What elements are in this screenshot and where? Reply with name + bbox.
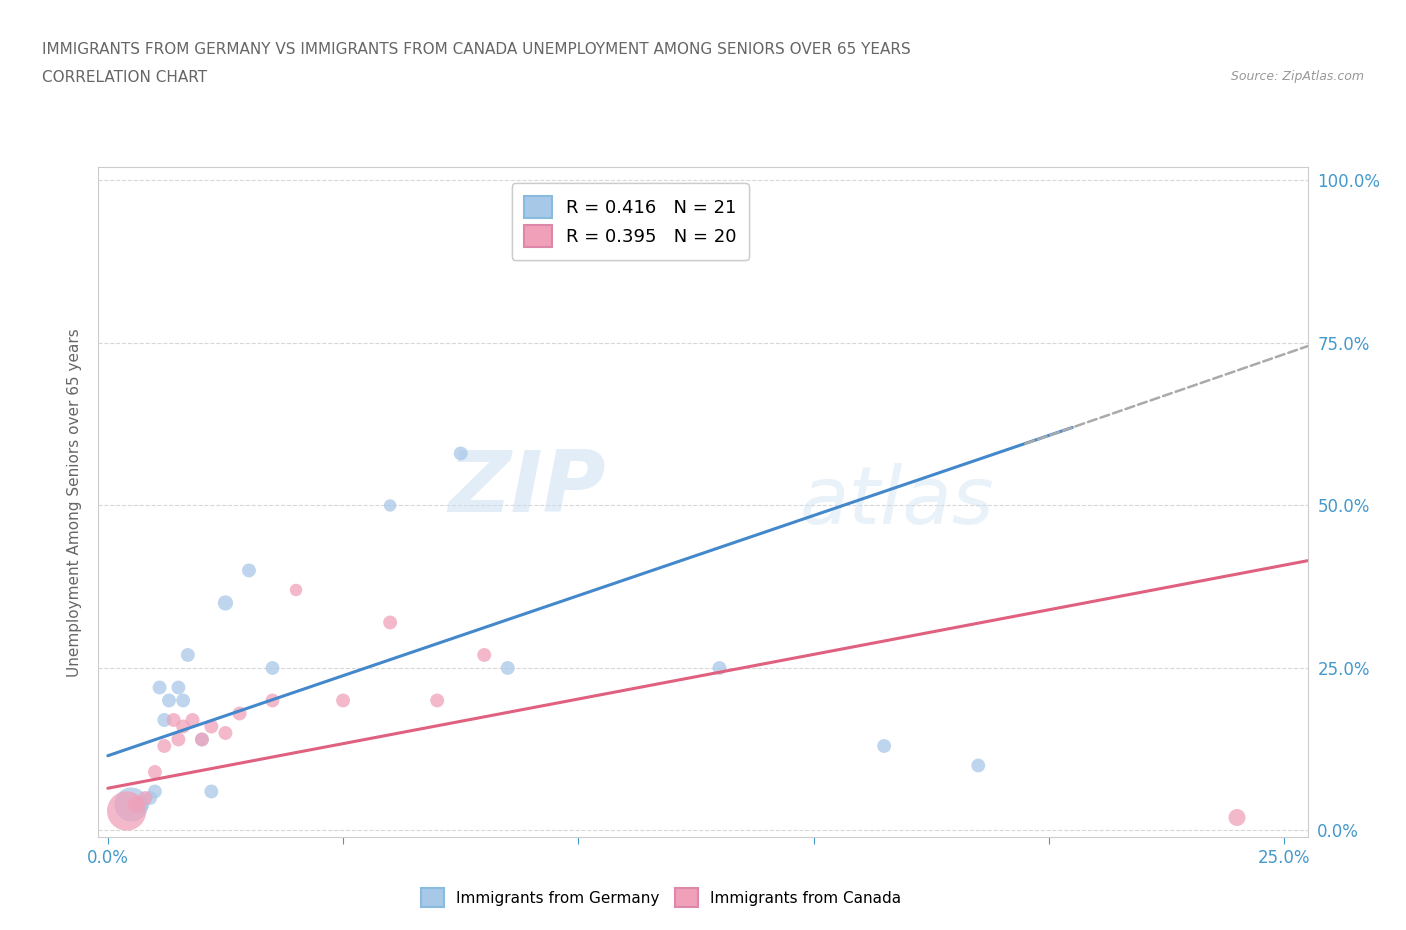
Point [153, 712, 176, 727]
Point [262, 660, 284, 675]
Point [153, 738, 176, 753]
Text: ZIP: ZIP [449, 447, 606, 530]
Point [496, 660, 519, 675]
Point [285, 582, 308, 597]
Point [177, 647, 200, 662]
Text: CORRELATION CHART: CORRELATION CHART [42, 70, 207, 85]
Point [120, 797, 142, 812]
Point [172, 693, 194, 708]
Point [200, 784, 222, 799]
Point [143, 764, 166, 779]
Point [157, 693, 180, 708]
Point [172, 719, 194, 734]
Point [163, 712, 186, 727]
Point [167, 732, 190, 747]
Point [238, 563, 260, 578]
Point [129, 797, 152, 812]
Point [332, 693, 354, 708]
Text: atlas: atlas [800, 463, 994, 541]
Point [149, 680, 172, 695]
Point [1226, 810, 1249, 825]
Point [378, 615, 401, 630]
Point [967, 758, 990, 773]
Point [134, 790, 156, 805]
Point [191, 732, 214, 747]
Y-axis label: Unemployment Among Seniors over 65 years: Unemployment Among Seniors over 65 years [67, 328, 83, 677]
Legend: Immigrants from Germany, Immigrants from Canada: Immigrants from Germany, Immigrants from… [415, 883, 907, 913]
Point [115, 804, 138, 818]
Point [426, 693, 449, 708]
Point [200, 719, 222, 734]
Point [191, 732, 214, 747]
Text: Source: ZipAtlas.com: Source: ZipAtlas.com [1230, 70, 1364, 83]
Text: IMMIGRANTS FROM GERMANY VS IMMIGRANTS FROM CANADA UNEMPLOYMENT AMONG SENIORS OVE: IMMIGRANTS FROM GERMANY VS IMMIGRANTS FR… [42, 42, 911, 57]
Point [262, 693, 284, 708]
Point [214, 725, 236, 740]
Point [228, 706, 250, 721]
Point [214, 595, 236, 610]
Legend: R = 0.416   N = 21, R = 0.395   N = 20: R = 0.416 N = 21, R = 0.395 N = 20 [512, 183, 749, 259]
Point [709, 660, 731, 675]
Point [873, 738, 896, 753]
Point [378, 498, 401, 512]
Point [472, 647, 495, 662]
Point [125, 797, 148, 812]
Point [139, 790, 162, 805]
Point [181, 712, 204, 727]
Point [143, 784, 166, 799]
Point [450, 446, 472, 461]
Point [167, 680, 190, 695]
